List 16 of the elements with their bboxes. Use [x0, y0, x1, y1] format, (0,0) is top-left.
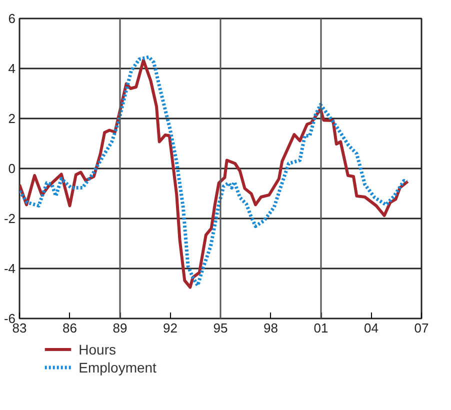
- x-tick-label: 07: [414, 320, 429, 336]
- y-tick-label: 4: [8, 61, 16, 76]
- y-tick-label: 6: [8, 11, 16, 26]
- x-tick-label: 01: [314, 320, 328, 336]
- y-tick-label: -2: [4, 211, 16, 226]
- legend-label: Employment: [78, 360, 157, 376]
- x-tick-label: 86: [62, 320, 77, 336]
- legend-label: Hours: [78, 342, 116, 358]
- x-tick-label: 98: [264, 320, 278, 336]
- x-tick-label: 95: [213, 320, 228, 336]
- y-tick-label: 0: [8, 161, 16, 176]
- y-tick-label: -4: [4, 261, 16, 276]
- x-tick-label: 89: [112, 320, 128, 336]
- y-tick-label: 2: [8, 111, 16, 126]
- x-tick-label: 92: [163, 320, 178, 336]
- x-tick-label: 04: [364, 320, 378, 336]
